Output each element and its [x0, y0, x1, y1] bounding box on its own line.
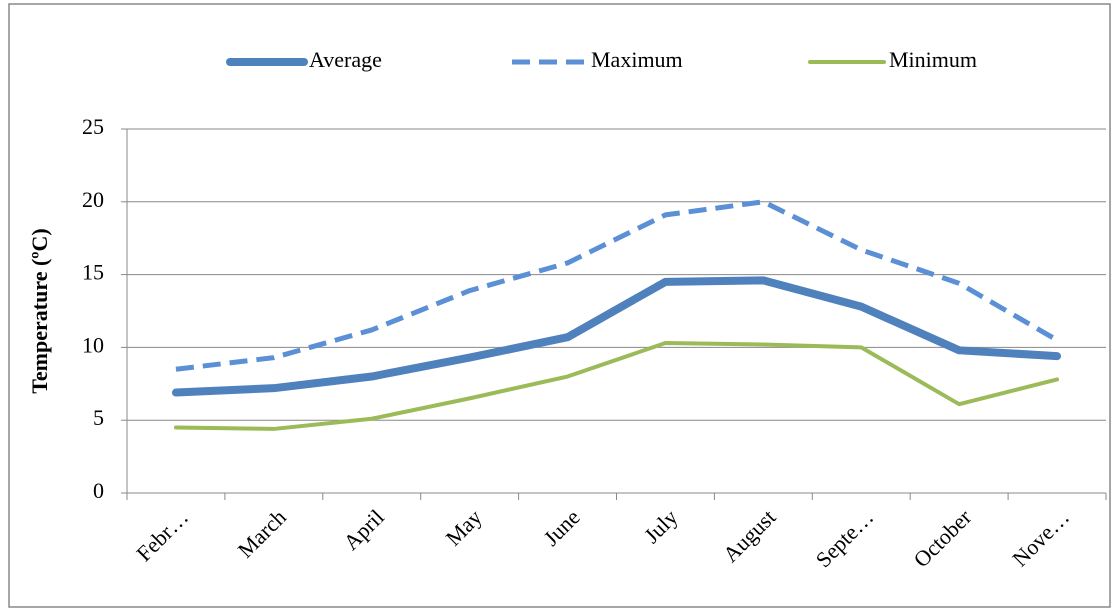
- legend-label: Average: [309, 47, 382, 72]
- y-axis-label: Temperature (ºC): [27, 228, 52, 394]
- series-line: [175, 199, 1059, 372]
- legend-label: Minimum: [889, 47, 977, 72]
- y-tick-label: 25: [82, 114, 104, 139]
- y-tick-label: 20: [82, 187, 104, 212]
- series-line: [173, 341, 1060, 431]
- y-tick-label: 15: [82, 260, 104, 285]
- legend-label: Maximum: [591, 47, 683, 72]
- y-tick-label: 5: [93, 405, 104, 430]
- series-line: [171, 276, 1062, 397]
- y-tick-label: 10: [82, 332, 104, 357]
- y-tick-label: 0: [93, 478, 104, 503]
- chart-frame: [8, 3, 1111, 608]
